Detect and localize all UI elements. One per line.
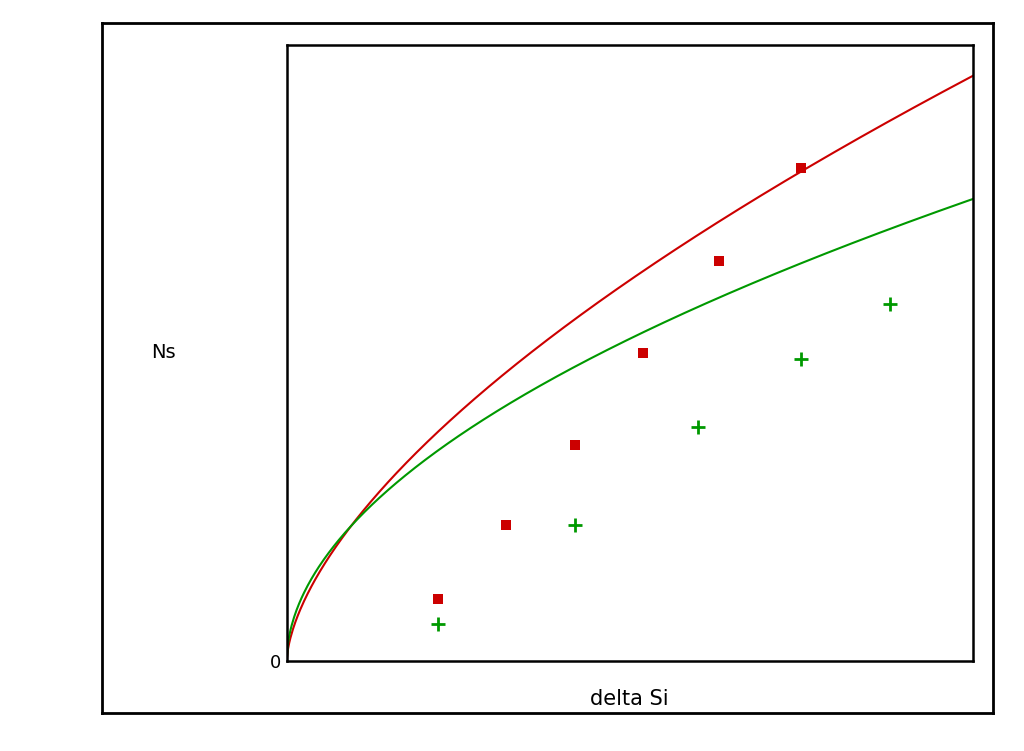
Point	[794, 162, 810, 174]
Point	[429, 593, 445, 605]
Point	[498, 520, 514, 532]
Point	[690, 421, 707, 433]
Point	[566, 520, 583, 532]
Text: Ns: Ns	[151, 343, 175, 363]
Point	[711, 255, 727, 267]
Point	[883, 297, 899, 309]
Point	[635, 347, 651, 359]
X-axis label: delta Si: delta Si	[591, 689, 669, 709]
Point	[566, 439, 583, 451]
Point	[429, 618, 445, 630]
Point	[794, 353, 810, 365]
